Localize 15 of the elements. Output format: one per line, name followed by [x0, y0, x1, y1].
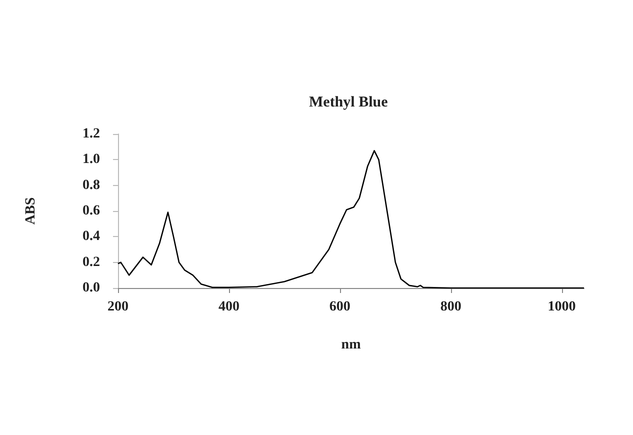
y-tick-label: 0.4	[82, 229, 100, 244]
x-axis-title: nm	[341, 338, 362, 352]
y-tick-label: 0.6	[82, 204, 100, 218]
y-tick-label: 0.8	[82, 178, 100, 193]
x-tick-label: 200	[108, 300, 128, 314]
y-tick-label: 1.2	[82, 126, 100, 142]
x-tick-label: 800	[440, 300, 462, 314]
y-tick-label: 0.2	[82, 254, 100, 270]
x-tick-label: 400	[218, 300, 240, 314]
x-tick-label: 600	[329, 300, 350, 314]
y-axis-title: ABS	[24, 197, 38, 225]
x-tick-label: 1000	[548, 300, 576, 314]
y-tick-label: 0.0	[82, 280, 100, 296]
chart-title: Methyl Blue	[309, 94, 388, 110]
y-tick-label: 1.0	[82, 152, 100, 168]
